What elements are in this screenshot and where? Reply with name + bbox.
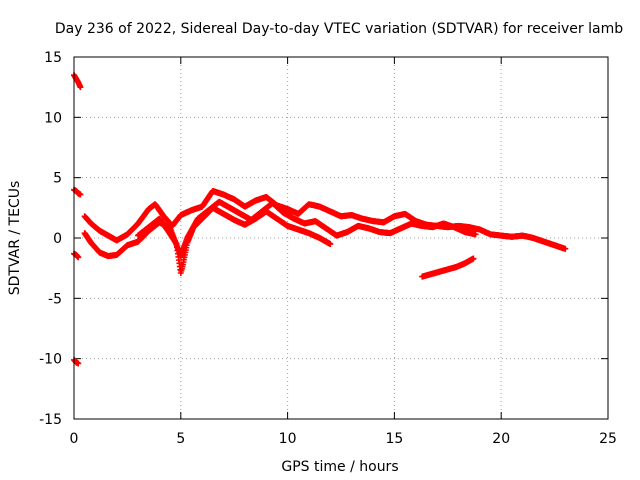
y-tick-label: 5 [53,171,62,187]
x-axis-label: GPS time / hours [281,459,398,475]
x-tick-label: 0 [70,431,79,447]
y-tick-label: -10 [39,352,62,368]
x-tick-label: 10 [279,431,297,447]
series-track-c [135,204,334,276]
data-point [77,191,84,198]
data-point [75,254,82,261]
data-point [327,241,334,248]
data-point [77,84,84,91]
series-late-segment [419,255,477,280]
y-tick-label: 10 [44,110,62,126]
data-point [75,360,82,367]
data-points [71,72,569,367]
x-tick-label: 5 [176,431,185,447]
data-point [472,231,479,238]
x-tick-label: 15 [385,431,403,447]
data-point [562,245,569,252]
data-point [470,255,477,262]
series-upper-cluster [71,72,84,91]
series-short-segment-neg1 [71,250,82,261]
x-tick-label: 25 [599,431,617,447]
y-tick-label: -15 [39,412,62,428]
y-tick-label: 15 [44,50,62,66]
plot-frame [73,56,609,420]
series-track-b [81,198,479,260]
y-tick-label: 0 [53,231,62,247]
series-short-segment-4 [71,186,84,198]
y-tick-label: -5 [48,291,62,307]
y-axis-label: SDTVAR / TECUs [7,181,23,296]
x-tick-label: 20 [492,431,510,447]
chart-title: Day 236 of 2022, Sidereal Day-to-day VTE… [55,21,623,37]
